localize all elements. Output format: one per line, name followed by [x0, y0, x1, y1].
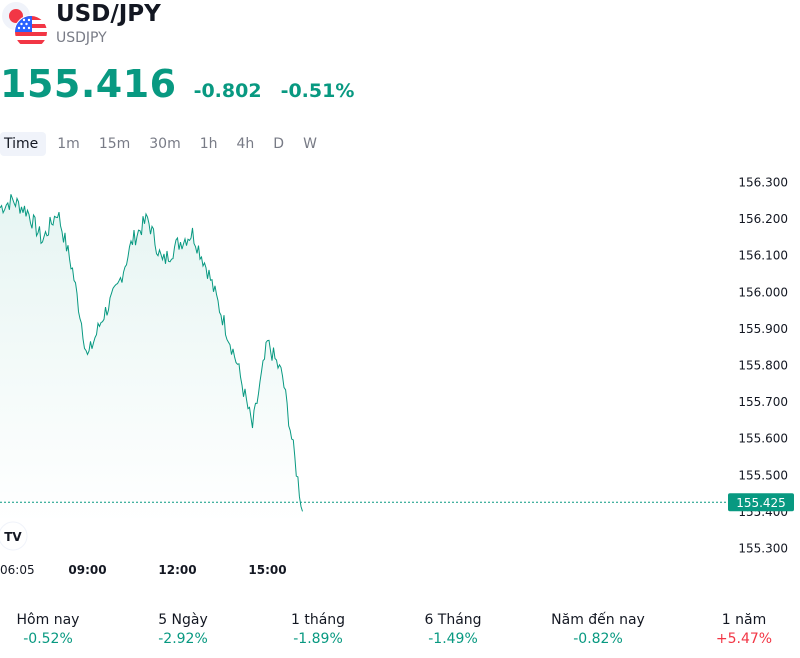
- price-change-percent: -0.51%: [280, 80, 355, 102]
- perf-ytd[interactable]: Năm đến nay -0.82%: [533, 610, 663, 648]
- perf-1-year[interactable]: 1 năm +5.47%: [679, 610, 800, 648]
- symbol-title: USD/JPY: [56, 1, 161, 27]
- y-tick-label: 156.000: [738, 285, 788, 299]
- perf-value: -0.82%: [573, 631, 623, 647]
- tab-1h[interactable]: 1h: [199, 136, 218, 152]
- x-tick-label: 12:00: [158, 563, 196, 577]
- tab-time[interactable]: Time: [0, 132, 47, 156]
- tab-d[interactable]: D: [273, 136, 285, 152]
- us-flag-icon: [14, 15, 48, 49]
- tradingview-logo[interactable]: TV: [0, 521, 28, 551]
- y-tick-label: 155.600: [738, 432, 788, 446]
- perf-label: 1 năm: [721, 612, 767, 628]
- y-tick-label: 155.700: [738, 395, 788, 409]
- tradingview-logo-icon: TV: [4, 530, 22, 544]
- perf-today[interactable]: Hôm nay -0.52%: [0, 610, 113, 648]
- perf-label: Năm đến nay: [551, 612, 645, 628]
- price-chart[interactable]: 156.300 156.200 156.100 156.000 155.900 155.8…: [0, 160, 800, 585]
- tab-30m[interactable]: 30m: [149, 136, 181, 152]
- perf-value: -2.92%: [158, 631, 208, 647]
- price-row: 155.416 -0.802 -0.51%: [0, 62, 354, 106]
- tab-4h[interactable]: 4h: [236, 136, 255, 152]
- y-tick-label: 155.300: [738, 542, 788, 556]
- price-line: [0, 194, 303, 512]
- perf-label: 1 tháng: [290, 612, 346, 628]
- tab-1m[interactable]: 1m: [57, 136, 80, 152]
- perf-value: -1.89%: [293, 631, 343, 647]
- perf-5-days[interactable]: 5 Ngày -2.92%: [118, 610, 248, 648]
- performance-summary: Hôm nay -0.52% 5 Ngày -2.92% 1 tháng -1.…: [0, 610, 800, 650]
- y-tick-label: 156.300: [738, 176, 788, 190]
- x-tick-label: 09:00: [68, 563, 106, 577]
- last-price-label: 155.425: [736, 496, 786, 510]
- currency-flags: [0, 0, 52, 52]
- y-tick-label: 155.800: [738, 359, 788, 373]
- y-tick-label: 156.200: [738, 212, 788, 226]
- timeframe-tabs: Time 1m 15m 30m 1h 4h D W: [0, 131, 328, 157]
- perf-label: 5 Ngày: [158, 612, 208, 628]
- last-price-marker: 155.425: [728, 493, 794, 512]
- last-price: 155.416: [0, 62, 177, 106]
- perf-label: 6 Tháng: [424, 612, 482, 628]
- perf-value: -1.49%: [428, 631, 478, 647]
- x-tick-label: 06:05: [0, 563, 35, 577]
- perf-value: -0.52%: [23, 631, 73, 647]
- x-axis: 06:05 09:00 12:00 15:00: [0, 563, 287, 577]
- tab-w[interactable]: W: [303, 136, 317, 152]
- tab-15m[interactable]: 15m: [98, 136, 131, 152]
- x-tick-label: 15:00: [248, 563, 286, 577]
- price-area-fill: [0, 194, 303, 526]
- y-tick-label: 156.100: [738, 249, 788, 263]
- perf-1-month[interactable]: 1 tháng -1.89%: [253, 610, 383, 648]
- symbol-ticker: USDJPY: [56, 30, 107, 46]
- y-tick-label: 155.900: [738, 322, 788, 336]
- y-axis: 156.300 156.200 156.100 156.000 155.900 155.8…: [738, 176, 788, 556]
- y-tick-label: 155.500: [738, 468, 788, 482]
- perf-6-months[interactable]: 6 Tháng -1.49%: [388, 610, 518, 648]
- perf-label: Hôm nay: [16, 612, 80, 628]
- perf-value: +5.47%: [715, 631, 773, 647]
- price-change: -0.802: [193, 80, 262, 102]
